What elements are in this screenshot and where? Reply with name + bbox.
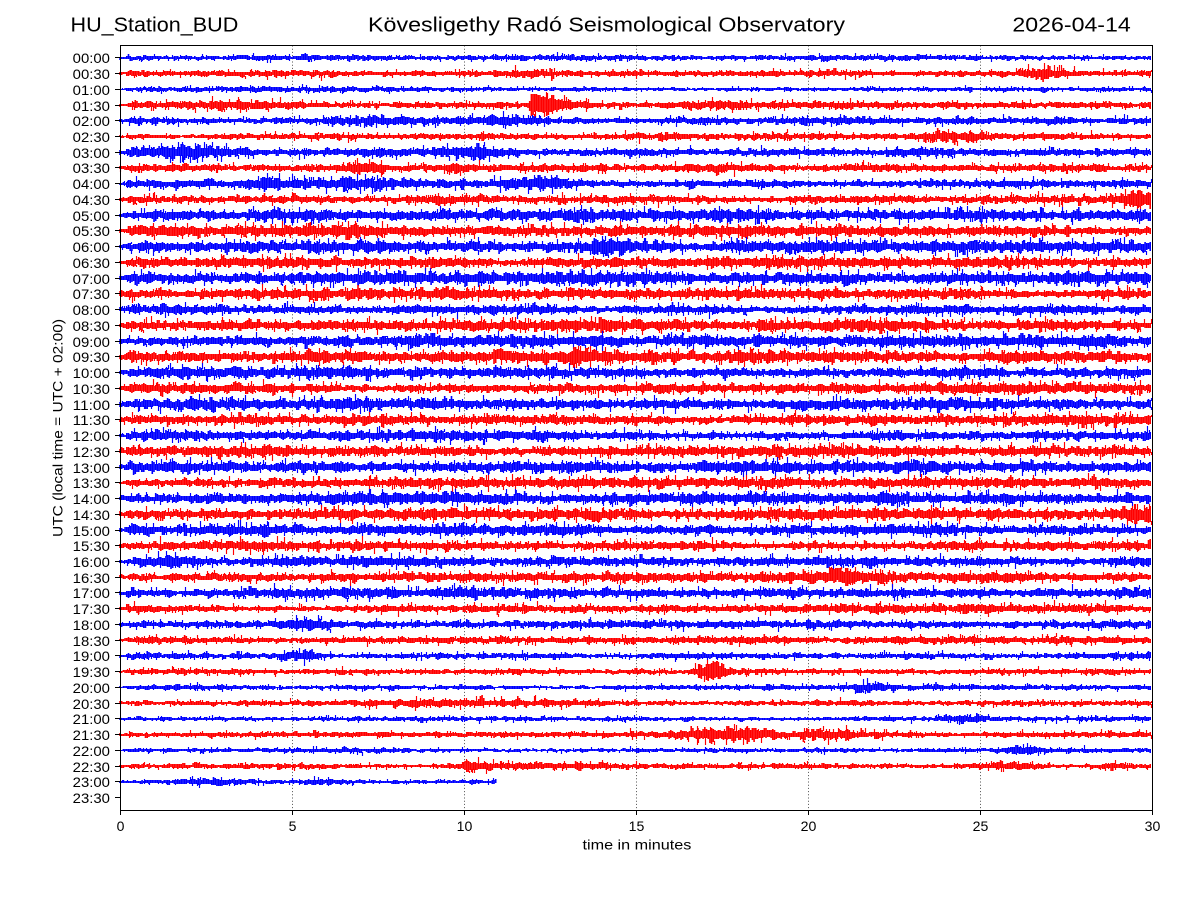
svg-text:16:30: 16:30 [73,570,111,586]
svg-text:13:00: 13:00 [73,460,111,476]
svg-text:22:30: 22:30 [73,759,111,775]
svg-text:21:00: 21:00 [73,711,111,727]
svg-text:time in minutes: time in minutes [583,837,692,853]
svg-text:04:00: 04:00 [73,176,111,192]
svg-text:12:30: 12:30 [73,444,111,460]
svg-text:20:00: 20:00 [73,680,111,696]
svg-text:30: 30 [1145,818,1161,834]
svg-text:10:30: 10:30 [73,381,111,397]
svg-text:17:00: 17:00 [73,585,111,601]
svg-text:2026-04-14: 2026-04-14 [1012,15,1130,37]
svg-text:05:30: 05:30 [73,223,111,239]
svg-text:19:30: 19:30 [73,664,111,680]
svg-text:15:00: 15:00 [73,523,111,539]
svg-text:06:00: 06:00 [73,239,111,255]
svg-text:16:00: 16:00 [73,554,111,570]
svg-text:20: 20 [801,818,817,834]
svg-text:20:30: 20:30 [73,696,111,712]
svg-text:01:30: 01:30 [73,98,111,114]
svg-text:23:00: 23:00 [73,774,111,790]
svg-text:11:30: 11:30 [73,412,111,428]
svg-text:02:30: 02:30 [73,129,111,145]
svg-text:15: 15 [629,818,645,834]
svg-text:01:00: 01:00 [73,82,111,98]
svg-text:22:00: 22:00 [73,743,111,759]
svg-text:18:30: 18:30 [73,633,111,649]
svg-text:25: 25 [973,818,989,834]
svg-text:09:00: 09:00 [73,334,111,350]
svg-text:10:00: 10:00 [73,365,111,381]
svg-text:19:00: 19:00 [73,648,111,664]
svg-text:14:30: 14:30 [73,507,111,523]
svg-text:0: 0 [117,818,125,834]
svg-text:23:30: 23:30 [73,790,111,806]
svg-text:08:30: 08:30 [73,318,111,334]
svg-text:12:00: 12:00 [73,428,111,444]
svg-text:5: 5 [289,818,297,834]
svg-text:03:00: 03:00 [73,145,111,161]
svg-text:05:00: 05:00 [73,208,111,224]
svg-text:18:00: 18:00 [73,617,111,633]
svg-text:15:30: 15:30 [73,538,111,554]
svg-text:13:30: 13:30 [73,475,111,491]
svg-text:10: 10 [457,818,473,834]
svg-text:00:00: 00:00 [73,50,111,66]
svg-text:07:30: 07:30 [73,286,111,302]
svg-text:07:00: 07:00 [73,271,111,287]
svg-text:06:30: 06:30 [73,255,111,271]
svg-text:00:30: 00:30 [73,66,111,82]
svg-text:HU_Station_BUD: HU_Station_BUD [71,15,239,37]
svg-text:17:30: 17:30 [73,601,111,617]
svg-text:08:00: 08:00 [73,302,111,318]
svg-text:14:00: 14:00 [73,491,111,507]
svg-text:UTC (local time = UTC + 02:00): UTC (local time = UTC + 02:00) [50,319,66,537]
svg-text:11:00: 11:00 [73,397,111,413]
svg-text:03:30: 03:30 [73,160,111,176]
svg-text:02:00: 02:00 [73,113,111,129]
svg-text:Kövesligethy Radó Seismologica: Kövesligethy Radó Seismological Observat… [368,15,845,37]
svg-text:09:30: 09:30 [73,349,111,365]
svg-text:21:30: 21:30 [73,727,111,743]
svg-text:04:30: 04:30 [73,192,111,208]
